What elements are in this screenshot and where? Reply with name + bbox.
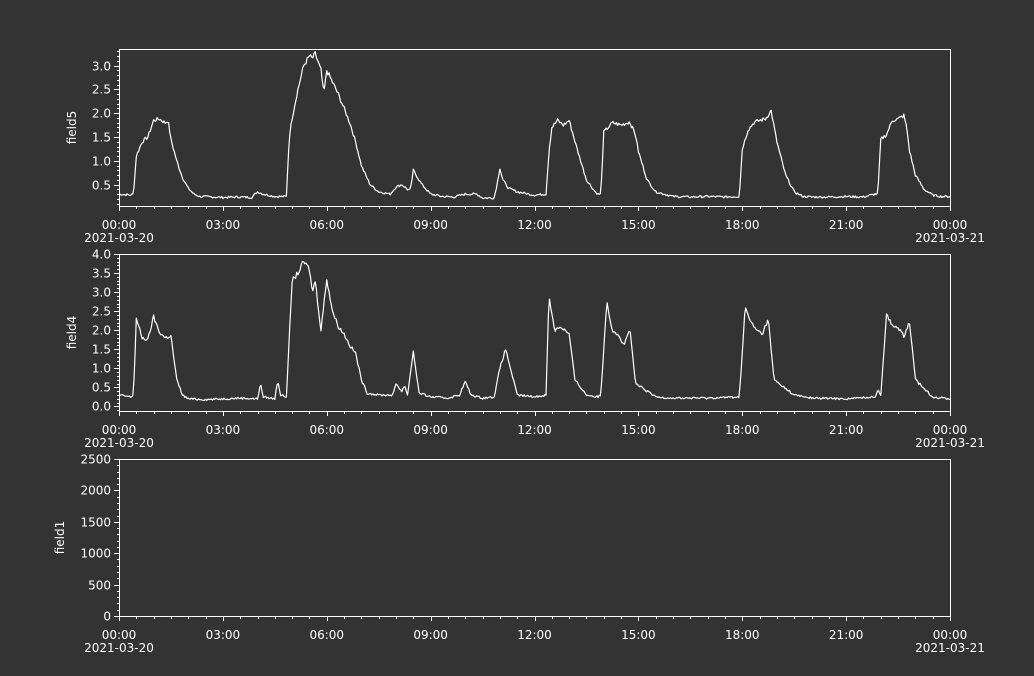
x-tick-label: 12:00 bbox=[517, 628, 552, 642]
y-axis-label: field1 bbox=[53, 521, 67, 555]
x-tick-label: 15:00 bbox=[621, 423, 656, 437]
x-tick-label: 03:00 bbox=[206, 423, 241, 437]
x-tick-label: 00:00 bbox=[933, 218, 968, 232]
y-tick-label: 2.0 bbox=[92, 107, 111, 121]
y-tick-label: 1.0 bbox=[92, 362, 111, 376]
x-tick-label: 21:00 bbox=[829, 218, 864, 232]
x-tick-label: 03:00 bbox=[206, 628, 241, 642]
panel-field5: 0.5 1.0 1.5 2.0 2.5 3.0 00:00 03:00 06:00 09:00 12… bbox=[65, 49, 985, 245]
series-line-field5 bbox=[119, 50, 950, 200]
y-tick-label: 3.5 bbox=[92, 267, 111, 281]
y-tick-label: 2500 bbox=[80, 453, 111, 467]
x-date-label: 2021-03-21 bbox=[915, 641, 985, 655]
x-tick-label: 06:00 bbox=[309, 218, 344, 232]
x-tick-label: 00:00 bbox=[102, 628, 137, 642]
x-tick-label: 00:00 bbox=[102, 218, 137, 232]
y-tick-label: 2.5 bbox=[92, 305, 111, 319]
series-line-field4 bbox=[118, 260, 951, 402]
y-tick-label: 2.0 bbox=[92, 324, 111, 338]
y-tick-label: 3.0 bbox=[92, 286, 111, 300]
x-date-label: 2021-03-20 bbox=[84, 641, 154, 655]
y-tick-label: 1.5 bbox=[92, 131, 111, 145]
y-tick-label: 4.0 bbox=[92, 248, 111, 262]
x-tick-label: 09:00 bbox=[413, 218, 448, 232]
y-tick-label: 500 bbox=[88, 579, 111, 593]
y-axis-label: field5 bbox=[65, 111, 79, 145]
panel-field1: 0 500 1000 1500 2000 2500 00:00 03:00 06:00 09:00… bbox=[53, 453, 985, 656]
x-tick-label: 18:00 bbox=[725, 628, 760, 642]
x-tick-label: 15:00 bbox=[621, 218, 656, 232]
x-tick-label: 03:00 bbox=[206, 218, 241, 232]
x-tick-label: 06:00 bbox=[309, 628, 344, 642]
y-tick-label: 2.5 bbox=[92, 83, 111, 97]
x-tick-label: 12:00 bbox=[517, 423, 552, 437]
y-tick-label: 1000 bbox=[80, 547, 111, 561]
y-tick-label: 0 bbox=[103, 610, 111, 624]
x-date-label: 2021-03-20 bbox=[84, 436, 154, 450]
y-tick-label: 1500 bbox=[80, 516, 111, 530]
x-tick-label: 21:00 bbox=[829, 628, 864, 642]
panel-field4: 0.0 0.5 1.0 1.5 2.0 2.5 3.0 3.5 4.0 00:00 03:00 06:… bbox=[65, 248, 985, 451]
x-tick-label: 18:00 bbox=[725, 423, 760, 437]
x-tick-label: 18:00 bbox=[725, 218, 760, 232]
y-tick-label: 1.5 bbox=[92, 343, 111, 357]
y-tick-label: 0.0 bbox=[92, 400, 111, 414]
y-tick-label: 1.0 bbox=[92, 155, 111, 169]
x-tick-label: 21:00 bbox=[829, 423, 864, 437]
x-date-label: 2021-03-20 bbox=[84, 231, 154, 245]
x-tick-label: 09:00 bbox=[413, 423, 448, 437]
x-tick-label: 09:00 bbox=[413, 628, 448, 642]
x-date-label: 2021-03-21 bbox=[915, 231, 985, 245]
y-axis-label: field4 bbox=[65, 316, 79, 350]
y-tick-label: 0.5 bbox=[92, 179, 111, 193]
x-tick-label: 00:00 bbox=[933, 628, 968, 642]
x-tick-label: 12:00 bbox=[517, 218, 552, 232]
y-tick-label: 2000 bbox=[80, 484, 111, 498]
x-date-label: 2021-03-21 bbox=[915, 436, 985, 450]
x-tick-label: 00:00 bbox=[102, 423, 137, 437]
x-tick-label: 06:00 bbox=[309, 423, 344, 437]
y-tick-label: 3.0 bbox=[92, 60, 111, 74]
x-tick-label: 15:00 bbox=[621, 628, 656, 642]
y-tick-label: 0.5 bbox=[92, 381, 111, 395]
x-tick-label: 00:00 bbox=[933, 423, 968, 437]
